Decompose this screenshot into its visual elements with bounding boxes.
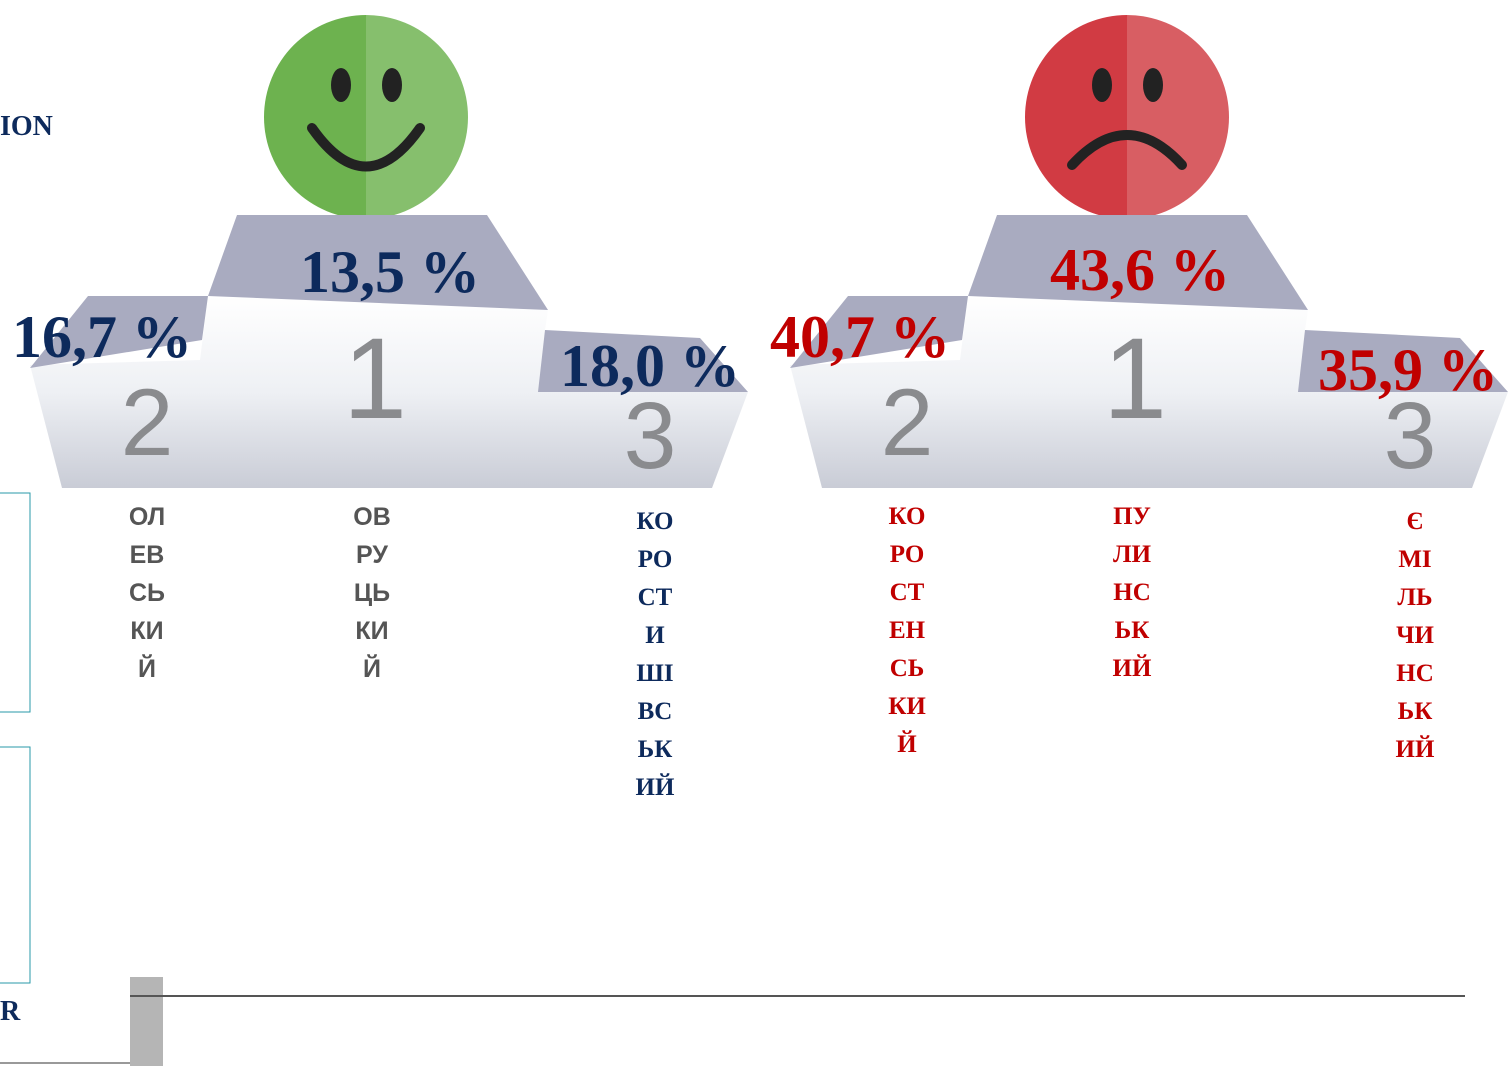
podium-top <box>968 215 1308 310</box>
mouth <box>1067 130 1187 170</box>
percent-label: 35,9 % <box>1318 337 1498 403</box>
percent-label: 16,7 % <box>12 304 192 370</box>
percent-label: 18,0 % <box>560 333 740 399</box>
place-number: 2 <box>881 370 934 476</box>
district-name: КОРОСТИШІВСЬКИЙ <box>635 508 675 801</box>
header-title: ION <box>0 111 53 142</box>
podium-top <box>208 215 548 310</box>
place-number: 2 <box>121 370 174 476</box>
percent-label: 13,5 % <box>300 239 480 305</box>
place-number: 3 <box>624 383 677 489</box>
place-number: 1 <box>343 315 407 443</box>
podium-front <box>790 296 1508 488</box>
eye <box>382 68 402 102</box>
mouth <box>307 123 425 172</box>
eye <box>1092 68 1112 102</box>
eye <box>1143 68 1163 102</box>
sad-face <box>1025 15 1229 219</box>
district-name: ЄМІЛЬЧИНСЬКИЙ <box>1395 508 1435 763</box>
podium-front <box>30 296 748 488</box>
bar-decoration <box>130 977 163 1066</box>
eye <box>331 68 351 102</box>
footer-text: R <box>0 996 21 1027</box>
frame <box>0 492 31 713</box>
frame <box>0 746 31 984</box>
podium-top <box>1298 330 1508 392</box>
place-number: 1 <box>1103 315 1167 443</box>
podium-top <box>538 330 748 392</box>
podium-top <box>30 296 208 368</box>
district-name: КОРОСТЕНСЬКИЙ <box>888 503 926 758</box>
podium-top <box>790 296 968 368</box>
percent-label: 43,6 % <box>1050 237 1230 303</box>
podium: 2 1 3 <box>790 215 1508 489</box>
podium: 2 1 3 <box>30 215 748 489</box>
happy-face <box>264 15 468 219</box>
percent-label: 40,7 % <box>770 304 950 370</box>
district-name: ПУЛИНСЬКИЙ <box>1112 503 1152 682</box>
place-number: 3 <box>1384 383 1437 489</box>
district-name: ОВРУЦЬКИЙ <box>353 503 391 683</box>
district-name: ОЛЕВСЬКИЙ <box>128 503 166 683</box>
